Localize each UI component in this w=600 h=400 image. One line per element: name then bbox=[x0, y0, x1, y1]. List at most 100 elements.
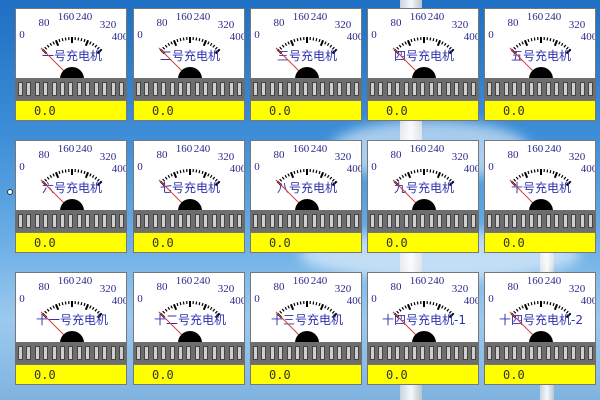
tick-mark bbox=[546, 301, 549, 305]
gauge-card[interactable]: 0 80 160 240 320 400 十三号充电机 0.0 bbox=[250, 272, 362, 386]
strip-slot bbox=[354, 82, 360, 96]
tick-mark bbox=[312, 37, 315, 41]
tick-mark bbox=[396, 46, 400, 50]
gauge-title: 七号充电机 bbox=[160, 180, 220, 195]
gauge-card[interactable]: 0 80 160 240 320 400 十一号充电机 0.0 bbox=[15, 272, 127, 386]
needle-pivot-dome bbox=[412, 67, 436, 78]
gauge-card[interactable]: 0 80 160 240 320 400 十二号充电机 0.0 bbox=[133, 272, 245, 386]
gauge-value: 0.0 bbox=[250, 100, 362, 121]
tick-mark bbox=[441, 173, 444, 177]
gauge-title: 十号充电机 bbox=[511, 180, 571, 195]
gauge-title: 十四号充电机-2 bbox=[499, 312, 583, 327]
gauge-title: 二号充电机 bbox=[160, 48, 220, 63]
tick-mark bbox=[331, 178, 335, 182]
tick-mark bbox=[326, 306, 330, 311]
tick-mark bbox=[533, 169, 536, 173]
scale-label: 240 bbox=[76, 11, 93, 23]
strip-slot bbox=[194, 214, 200, 228]
tick-mark bbox=[318, 302, 321, 307]
gauge-face: 0 80 160 240 320 400 六号充电机 bbox=[15, 140, 127, 211]
strip-slot bbox=[17, 82, 23, 96]
strip-slot bbox=[93, 82, 99, 96]
strip-slot bbox=[68, 82, 74, 96]
strip-slot bbox=[152, 346, 158, 360]
strip-slot bbox=[186, 82, 192, 96]
tick-mark bbox=[331, 48, 338, 55]
gauge-card[interactable]: 0 80 160 240 320 400 二号充电机 0.0 bbox=[133, 8, 245, 122]
scale-label: 240 bbox=[194, 143, 211, 155]
scale-label: 160 bbox=[527, 275, 544, 287]
needle-pivot-dome bbox=[529, 67, 553, 78]
scale-label: 240 bbox=[428, 143, 445, 155]
tick-mark bbox=[80, 38, 83, 42]
gauge-face: 0 80 160 240 320 400 五号充电机 bbox=[484, 8, 596, 79]
tick-mark bbox=[172, 303, 178, 311]
tick-mark bbox=[279, 310, 283, 314]
strip-slot bbox=[152, 82, 158, 96]
gauge-title: 十四号充电机-1 bbox=[382, 312, 466, 327]
needle-pivot-dome bbox=[412, 199, 436, 210]
tick-mark bbox=[164, 308, 168, 312]
tick-mark bbox=[281, 44, 285, 48]
gauge-card[interactable]: 0 80 160 240 320 400 一号充电机 0.0 bbox=[15, 8, 127, 122]
gauge-strip bbox=[484, 342, 596, 364]
resize-handle[interactable] bbox=[7, 189, 13, 195]
tick-mark bbox=[396, 310, 400, 314]
strip-slot bbox=[345, 346, 351, 360]
strip-slot bbox=[495, 82, 501, 96]
gauge-card[interactable]: 0 80 160 240 320 400 三号充电机 0.0 bbox=[250, 8, 362, 122]
gauge-face: 0 80 160 240 320 400 九号充电机 bbox=[367, 140, 479, 211]
tick-mark bbox=[416, 169, 419, 173]
strip-slot bbox=[220, 214, 226, 228]
scale-label: 320 bbox=[335, 283, 352, 295]
needle-pivot-dome bbox=[412, 331, 436, 342]
strip-slot bbox=[303, 346, 309, 360]
gauge-card[interactable]: 0 80 160 240 320 400 十号充电机 0.0 bbox=[484, 140, 596, 254]
scale-label: 320 bbox=[335, 19, 352, 31]
tick-mark bbox=[52, 305, 55, 309]
gauge-card[interactable]: 0 80 160 240 320 400 十四号充电机-1 0.0 bbox=[367, 272, 479, 386]
tick-mark bbox=[214, 180, 221, 187]
tick-mark bbox=[319, 303, 325, 311]
gauge-card[interactable]: 0 80 160 240 320 400 十四号充电机-2 0.0 bbox=[484, 272, 596, 386]
strip-slot bbox=[211, 346, 217, 360]
gauge-card[interactable]: 0 80 160 240 320 400 四号充电机 0.0 bbox=[367, 8, 479, 122]
gauge-card[interactable]: 0 80 160 240 320 400 五号充电机 0.0 bbox=[484, 8, 596, 122]
tick-mark bbox=[96, 310, 100, 314]
tick-mark bbox=[319, 171, 325, 179]
tick-mark bbox=[312, 169, 315, 173]
tick-mark bbox=[312, 301, 315, 305]
tick-mark bbox=[404, 173, 407, 177]
tick-mark bbox=[58, 302, 61, 307]
tick-mark bbox=[560, 174, 564, 179]
tick-mark bbox=[513, 178, 517, 182]
needle-pivot-dome bbox=[178, 331, 202, 342]
gauge-strip bbox=[250, 342, 362, 364]
strip-slot bbox=[237, 82, 243, 96]
scale-label: 80 bbox=[508, 281, 520, 293]
gauge-card[interactable]: 0 80 160 240 320 400 七号充电机 0.0 bbox=[133, 140, 245, 254]
gauge-card[interactable]: 0 80 160 240 320 400 六号充电机 0.0 bbox=[15, 140, 127, 254]
tick-mark bbox=[558, 305, 561, 309]
tick-mark bbox=[64, 169, 67, 173]
gauge-card[interactable]: 0 80 160 240 320 400 九号充电机 0.0 bbox=[367, 140, 479, 254]
strip-slot bbox=[194, 346, 200, 360]
scale-label: 160 bbox=[58, 143, 75, 155]
tick-mark bbox=[565, 180, 572, 187]
scale-label: 320 bbox=[452, 283, 469, 295]
strip-slot bbox=[454, 346, 460, 360]
tick-mark bbox=[436, 303, 442, 311]
strip-slot bbox=[403, 82, 409, 96]
tick-mark bbox=[331, 312, 338, 319]
gauge-card[interactable]: 0 80 160 240 320 400 八号充电机 0.0 bbox=[250, 140, 362, 254]
strip-slot bbox=[337, 82, 343, 96]
gauge-title: 十一号充电机 bbox=[36, 312, 108, 327]
tick-mark bbox=[281, 176, 285, 180]
tick-mark bbox=[289, 39, 295, 47]
tick-mark bbox=[212, 44, 216, 48]
tick-mark bbox=[89, 305, 92, 309]
scale-label: 0 bbox=[371, 29, 377, 41]
strip-slot bbox=[445, 82, 451, 96]
strip-slot bbox=[294, 82, 300, 96]
strip-slot bbox=[520, 82, 526, 96]
